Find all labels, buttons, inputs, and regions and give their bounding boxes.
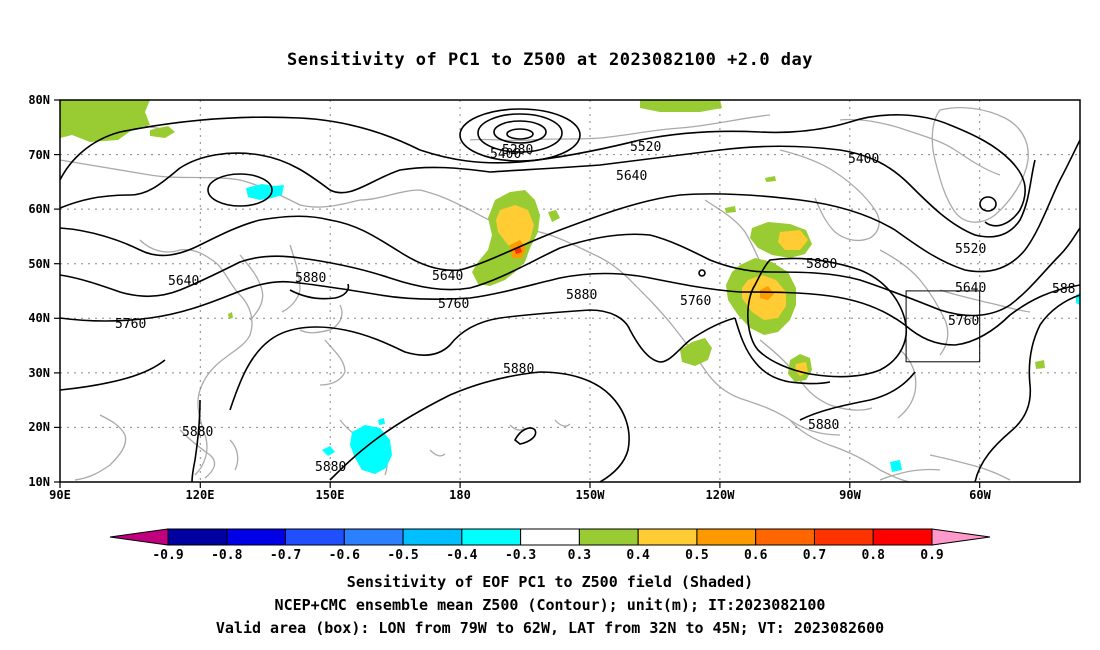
colorbar-label: 0.8 <box>861 548 885 563</box>
contour-label: 5760 <box>438 297 469 312</box>
contour-label: 5520 <box>630 140 661 155</box>
lat-label: 20N <box>28 420 50 434</box>
colorbar-segment <box>285 528 345 546</box>
shade-patch <box>640 100 722 112</box>
shade-patch <box>228 312 233 319</box>
contour-label: 5400 <box>490 147 521 162</box>
colorbar-segment <box>109 528 169 546</box>
longitude-labels: 90E 120E 150E 180 150W 120W 90W 60W <box>49 488 991 502</box>
lon-label: 150E <box>316 488 345 502</box>
footer-line-3: Valid area (box): LON from 79W to 62W, L… <box>215 619 885 637</box>
contour-label: 5640 <box>616 169 647 184</box>
colorbar-label: -0.5 <box>387 548 418 563</box>
colorbar-segment <box>520 528 580 546</box>
contour-label: 5880 <box>182 425 213 440</box>
contour-label: 5880 <box>808 418 839 433</box>
contour-label: 5280 <box>502 143 533 158</box>
colorbar-segment <box>696 528 757 546</box>
valid-area-box <box>905 290 981 363</box>
contour-label: 5880 <box>295 271 326 286</box>
footer-line-2: NCEP+CMC ensemble mean Z500 (Contour); u… <box>274 596 826 614</box>
colorbar-label: 0.4 <box>626 548 650 563</box>
colorbar-segment <box>343 528 404 546</box>
shade-patch <box>246 184 284 200</box>
contour-label: 5640 <box>955 281 986 296</box>
shade-patch <box>680 338 712 366</box>
colorbar-label: -0.9 <box>152 548 183 563</box>
colorbar-segment <box>813 528 874 546</box>
shade-patch <box>496 205 534 248</box>
footer-line-1: Sensitivity of EOF PC1 to Z500 field (Sh… <box>346 573 754 591</box>
lat-label: 60N <box>28 202 50 216</box>
lat-label: 80N <box>28 93 50 107</box>
contour-label: 5400 <box>848 152 879 167</box>
colorbar-label: -0.3 <box>505 548 536 563</box>
shade-patch <box>765 176 776 182</box>
lat-label: 50N <box>28 257 50 271</box>
colorbar-label: 0.3 <box>568 548 591 563</box>
colorbar-label: -0.7 <box>270 548 301 563</box>
shade-patch <box>1035 360 1045 369</box>
colorbar-segment <box>637 528 698 546</box>
colorbar-label: -0.4 <box>446 548 477 563</box>
lon-label: 90W <box>839 488 861 502</box>
contour-label: 5760 <box>948 314 979 329</box>
shade-patch <box>378 418 385 425</box>
colorbar-label: 0.5 <box>685 548 708 563</box>
shade-patch <box>548 210 560 222</box>
colorbar-segment <box>226 528 287 546</box>
map-title: Sensitivity of PC1 to Z500 at 2023082100… <box>286 50 813 70</box>
shade-patch <box>150 126 175 138</box>
shade-patch <box>778 230 808 250</box>
shade-patch <box>725 206 736 213</box>
colorbar-segment <box>755 528 815 546</box>
contour-label: 5880 <box>503 362 534 377</box>
contour-label: 5880 <box>806 257 837 272</box>
contour-labels: 5400 5280 5520 5400 5640 5640 5760 5880 … <box>115 140 1075 475</box>
plot-frame <box>59 99 1081 483</box>
colorbar-label: -0.6 <box>329 548 360 563</box>
shade-patch <box>890 460 902 472</box>
lat-label: 40N <box>28 311 50 325</box>
lon-label: 90E <box>49 488 71 502</box>
lon-label: 60W <box>969 488 991 502</box>
contour-label: 5760 <box>680 294 711 309</box>
contour-label: 5520 <box>955 242 986 257</box>
colorbar-label: 0.7 <box>803 548 826 563</box>
lon-label: 120E <box>186 488 215 502</box>
lon-label: 180 <box>449 488 471 502</box>
contour-label: 5880 <box>566 288 597 303</box>
contour-label: 5880 <box>315 460 346 475</box>
colorbar-segment <box>167 528 228 546</box>
shade-patch <box>60 100 150 142</box>
colorbar: -0.9 -0.8 -0.7 -0.6 -0.5 -0.4 -0.3 0.3 0.4 0.5 0.6… <box>109 528 991 563</box>
lon-label: 120W <box>706 488 736 502</box>
lat-label: 30N <box>28 366 50 380</box>
contour-label: 588 <box>1052 282 1075 297</box>
latitude-labels: 80N 70N 60N 50N 40N 30N 20N 10N <box>28 93 50 489</box>
colorbar-label: -0.8 <box>211 548 242 563</box>
z500-contours <box>59 108 1081 483</box>
colorbar-segment <box>872 528 933 546</box>
sensitivity-shading <box>60 100 1080 474</box>
ticks <box>54 99 981 488</box>
colorbar-label: 0.9 <box>920 548 943 563</box>
lon-label: 150W <box>576 488 606 502</box>
colorbar-segment <box>578 528 639 546</box>
lat-label: 10N <box>28 475 50 489</box>
colorbar-label: 0.6 <box>744 548 768 563</box>
lat-label: 70N <box>28 148 50 162</box>
colorbar-segment <box>402 528 463 546</box>
shade-patch <box>350 425 392 474</box>
colorbar-segment <box>931 528 991 546</box>
contour-label: 5760 <box>115 317 146 332</box>
contour-label: 5640 <box>432 269 463 284</box>
contour-label: 5640 <box>168 274 199 289</box>
colorbar-segment <box>461 528 522 546</box>
shade-patch <box>322 446 335 456</box>
